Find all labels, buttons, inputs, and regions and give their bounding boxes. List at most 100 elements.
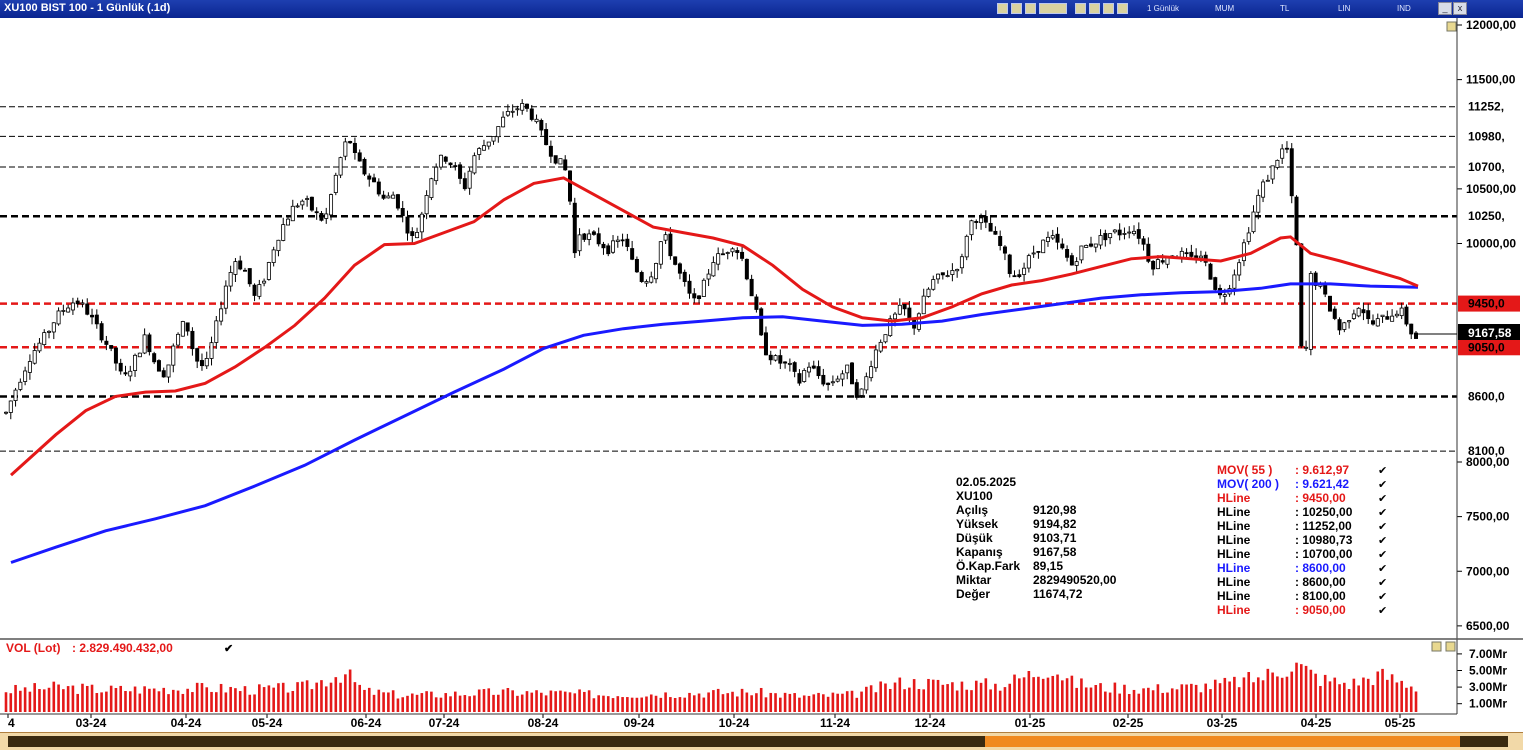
chart-type-button[interactable]: MUM: [1215, 4, 1235, 13]
close-icon[interactable]: x: [1453, 2, 1467, 15]
hline-label-1: 10980,: [1468, 129, 1505, 143]
volume-bar: [138, 693, 142, 712]
volume-bar: [148, 688, 151, 712]
toolbar-icon-5[interactable]: [1075, 3, 1086, 14]
legend-check-icon-9[interactable]: ✔: [1378, 590, 1387, 603]
price-chart[interactable]: 11252, 10980, 10700, 10250, 9450,0 9050,0 8600…: [0, 18, 1523, 732]
last-price-label: 9167,58: [1468, 326, 1512, 340]
volume-bar: [549, 690, 553, 712]
volume-bar: [616, 696, 620, 712]
legend-check-icon-7[interactable]: ✔: [1378, 562, 1387, 575]
candle: [654, 263, 659, 280]
last-price-box: [1458, 324, 1520, 340]
candle: [75, 300, 80, 305]
volume-bar: [735, 696, 739, 712]
toolbar-icon-8[interactable]: [1117, 3, 1128, 14]
legend-check-icon-3[interactable]: ✔: [1378, 506, 1387, 519]
candle: [367, 175, 372, 180]
candle: [1122, 233, 1127, 235]
volume-bar: [1304, 665, 1308, 712]
candle: [324, 213, 329, 219]
candle: [1022, 267, 1027, 275]
panel-settings-icon[interactable]: [1446, 21, 1457, 32]
price-tick-label-5: 7500,00: [1466, 510, 1510, 524]
legend-check-icon-2[interactable]: ✔: [1378, 492, 1387, 505]
legend-check-icon-10[interactable]: ✔: [1378, 604, 1387, 617]
time-tick-label-5: 07-24: [429, 716, 460, 730]
volume-bar: [998, 690, 1002, 712]
volume-bar: [520, 694, 524, 712]
period-button[interactable]: 1 Günlük: [1147, 4, 1180, 13]
volume-bar: [788, 693, 792, 712]
toolbar-icon-6[interactable]: [1089, 3, 1100, 14]
toolbar-icon-1[interactable]: [997, 3, 1008, 14]
volume-bar: [1166, 692, 1169, 712]
volume-bar: [884, 683, 887, 712]
toolbar-icon-4[interactable]: [1039, 3, 1067, 14]
candle: [1141, 238, 1146, 245]
volume-bar: [468, 696, 471, 712]
volume-bar: [1299, 664, 1303, 712]
candle: [1414, 332, 1419, 339]
candle: [1313, 272, 1318, 286]
legend-check-icon-1[interactable]: ✔: [1378, 478, 1387, 491]
candle: [1265, 179, 1270, 182]
legend-check-icon-6[interactable]: ✔: [1378, 548, 1387, 561]
candle: [104, 340, 109, 345]
volume-bar: [1256, 677, 1260, 712]
volume-panel-icon-b[interactable]: [1445, 641, 1456, 652]
scroll-track[interactable]: [8, 736, 1508, 747]
volume-bar: [922, 689, 926, 712]
toolbar-icon-2[interactable]: [1011, 3, 1022, 14]
candle: [558, 158, 563, 165]
candle: [1155, 259, 1160, 270]
volume-bar: [23, 687, 27, 712]
candle: [1289, 148, 1294, 197]
candle: [1146, 243, 1151, 262]
candle: [806, 366, 811, 373]
candle: [682, 271, 687, 282]
candle: [147, 334, 152, 353]
scroll-bar[interactable]: [0, 732, 1523, 750]
volume-check-icon[interactable]: ✔: [224, 643, 233, 655]
candle: [1222, 294, 1227, 297]
volume-bar: [664, 692, 667, 712]
volume-bar: [315, 682, 318, 712]
candle: [754, 296, 759, 310]
candle: [247, 268, 252, 285]
candle: [864, 376, 869, 391]
volume-tick-label-0: 7.00Mr: [1469, 647, 1507, 661]
scale-button[interactable]: LIN: [1338, 4, 1351, 13]
volume-bar: [57, 684, 60, 712]
currency-button[interactable]: TL: [1280, 4, 1290, 13]
indicator-button[interactable]: IND: [1397, 4, 1411, 13]
candle: [1213, 277, 1218, 290]
candle: [391, 194, 396, 199]
candle: [443, 156, 448, 162]
price-tick-label-6: 7000,00: [1466, 564, 1510, 578]
candle: [1246, 232, 1251, 242]
minimize-icon[interactable]: _: [1438, 2, 1452, 15]
volume-bar: [501, 689, 505, 712]
legend-check-icon-5[interactable]: ✔: [1378, 534, 1387, 547]
candle: [118, 362, 123, 372]
legend-check-icon-4[interactable]: ✔: [1378, 520, 1387, 533]
legend-check-icon-0[interactable]: ✔: [1378, 464, 1387, 477]
scroll-thumb[interactable]: [985, 736, 1460, 747]
volume-bar: [277, 683, 280, 712]
candle: [123, 372, 128, 375]
volume-bar: [755, 693, 758, 712]
volume-panel-icon-a[interactable]: [1431, 641, 1442, 652]
legend-check-icon-8[interactable]: ✔: [1378, 576, 1387, 589]
candle: [1280, 148, 1285, 159]
toolbar-icon-7[interactable]: [1103, 3, 1114, 14]
legend-value-4: : 11252,00: [1295, 519, 1352, 533]
volume-bar: [931, 679, 935, 712]
volume-bar: [592, 698, 596, 712]
candle: [496, 126, 501, 138]
volume-bar: [740, 688, 744, 712]
candle: [821, 374, 826, 385]
candle: [142, 334, 147, 354]
candle: [1347, 320, 1352, 323]
toolbar-icon-3[interactable]: [1025, 3, 1036, 14]
